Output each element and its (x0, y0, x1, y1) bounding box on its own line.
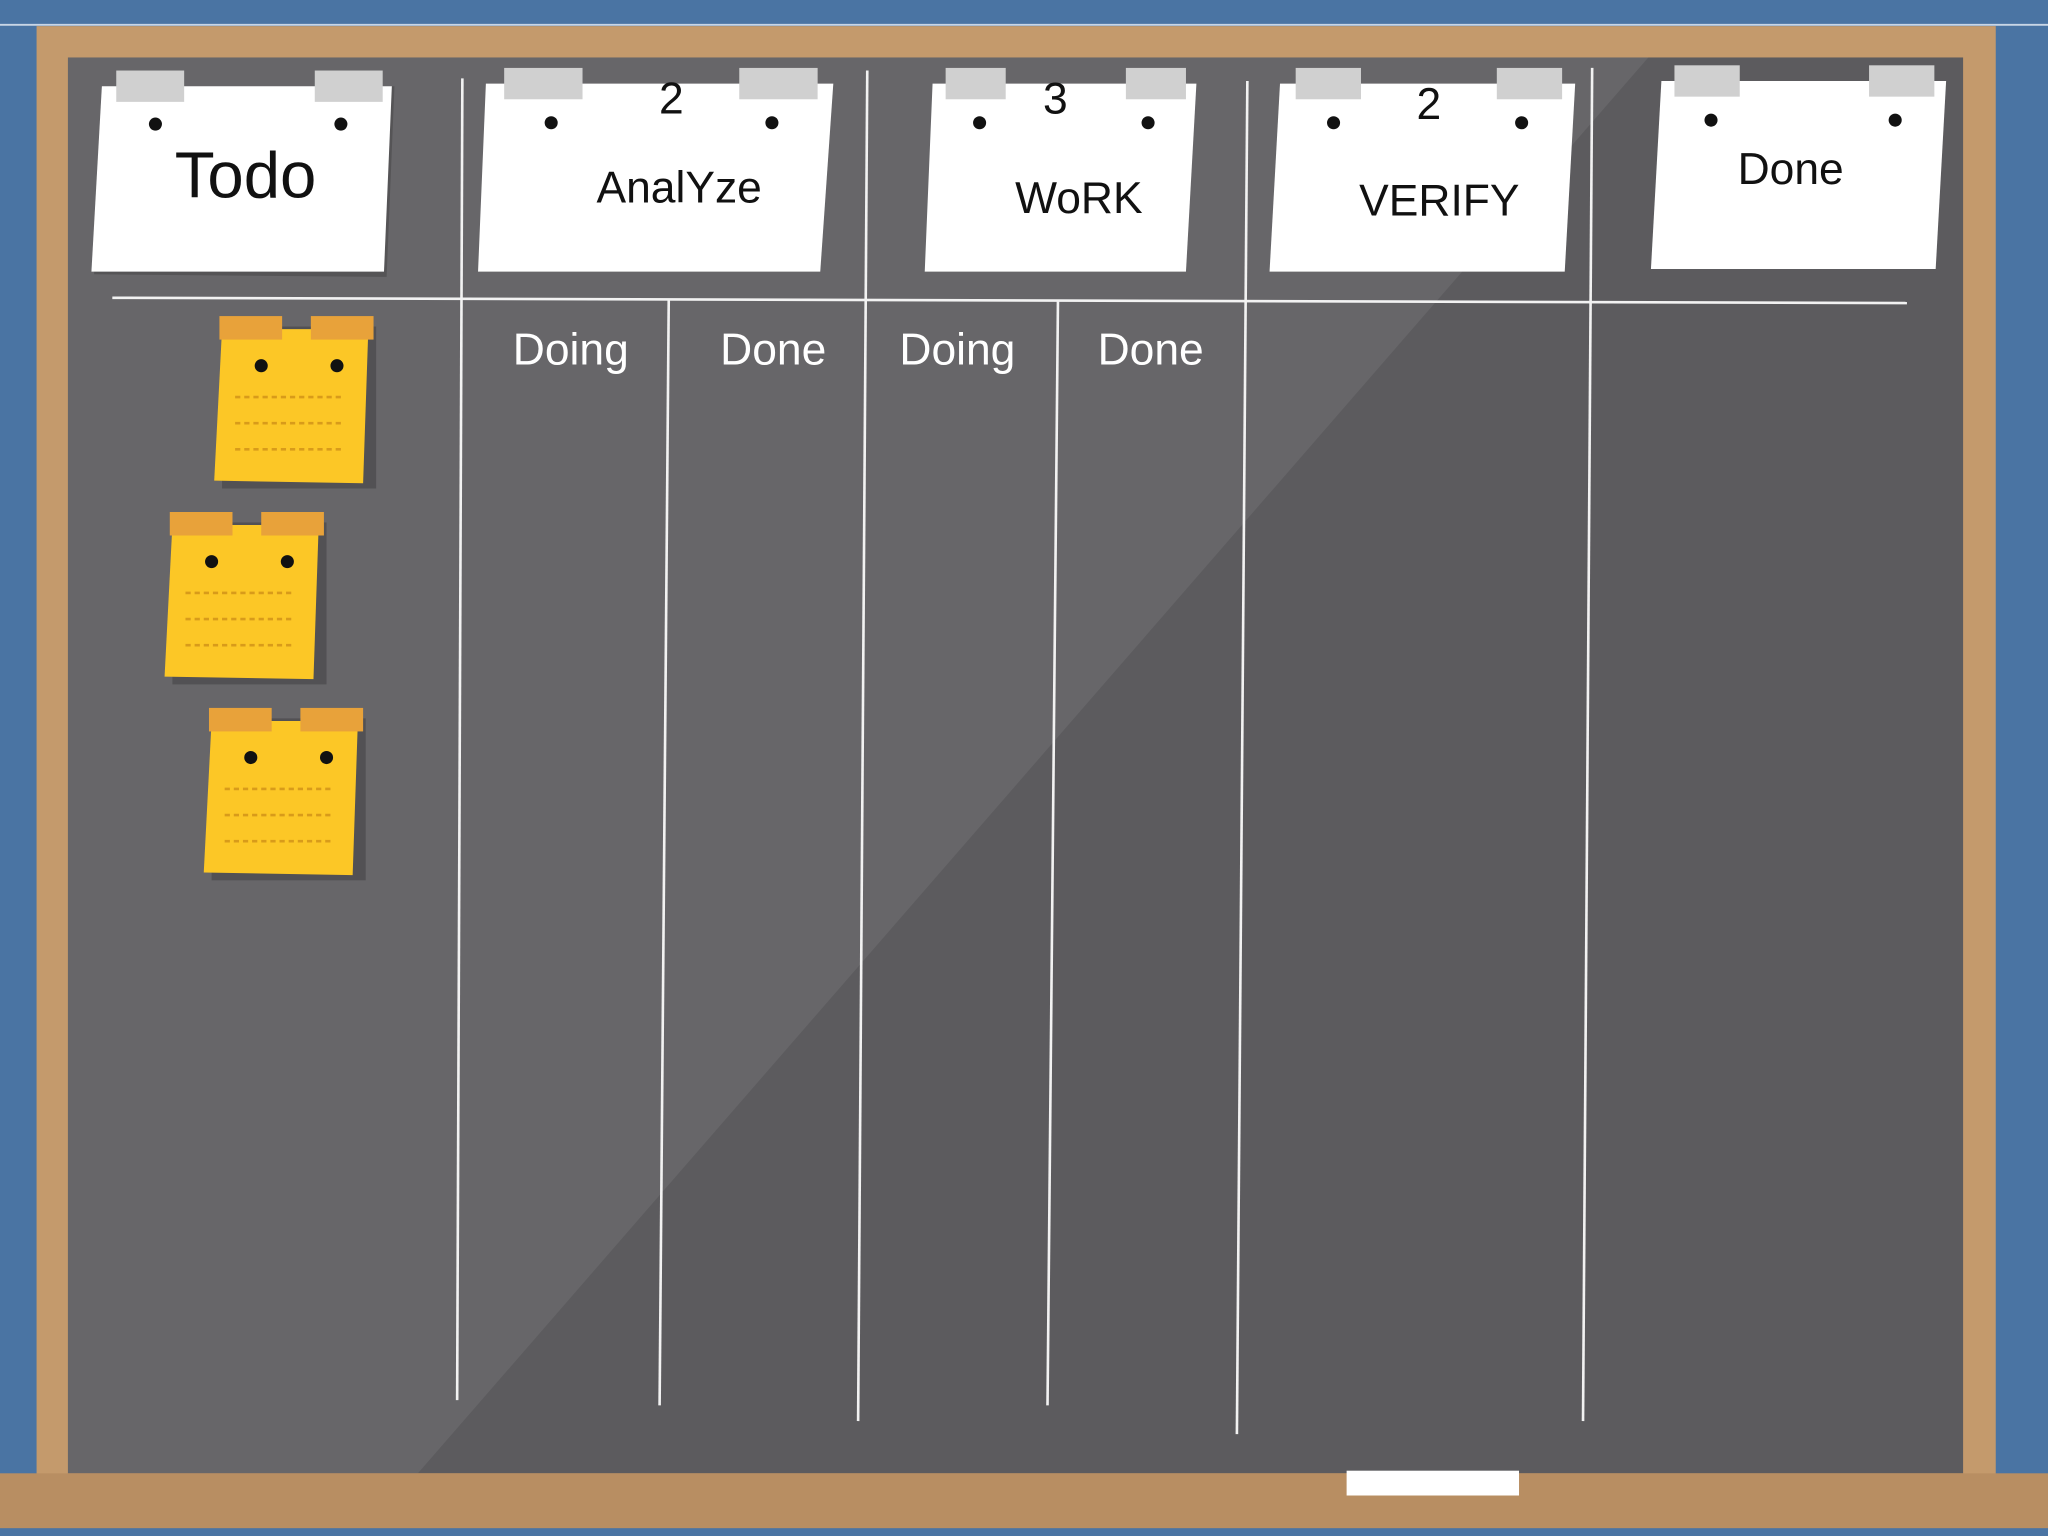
column-title: WoRK (1015, 174, 1143, 223)
column-title: AnalYze (597, 163, 762, 212)
header-card (478, 67, 834, 272)
chalk-lines (112, 67, 1907, 1435)
header-card (91, 70, 395, 277)
header-card (924, 67, 1197, 272)
subcolumn-title: Done (1098, 325, 1204, 374)
glare (67, 57, 1649, 1474)
column-title: VERIFY (1359, 176, 1519, 225)
column-divider (856, 70, 869, 1422)
sticky-note (203, 707, 366, 881)
wip-limit: 2 (1417, 80, 1442, 129)
ledge (0, 1473, 2048, 1529)
wip-limit: 3 (1043, 75, 1068, 124)
column-title: Todo (175, 138, 317, 211)
sticky-note (214, 316, 377, 489)
header-cards (91, 65, 1947, 277)
wip-limit: 2 (659, 75, 684, 124)
column-divider (658, 300, 671, 1406)
subcolumn-title: Doing (513, 325, 629, 374)
chalkboard (67, 57, 1964, 1474)
column-divider (1581, 67, 1594, 1422)
header-divider (112, 296, 1907, 305)
column-divider (1235, 80, 1249, 1435)
subcolumn-title: Done (720, 325, 826, 374)
sticky-note (164, 512, 327, 685)
header-card (1650, 65, 1947, 270)
chalk-piece (1346, 1470, 1520, 1496)
header-card (1269, 67, 1576, 272)
column-divider (455, 78, 464, 1401)
column-title: Done (1738, 145, 1844, 194)
sticky-notes (164, 316, 377, 881)
column-divider (1046, 300, 1060, 1406)
subcolumn-title: Doing (899, 325, 1015, 374)
